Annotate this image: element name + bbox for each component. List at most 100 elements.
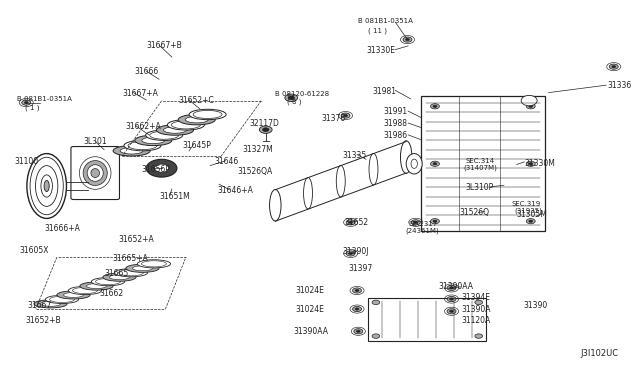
Ellipse shape	[155, 164, 169, 172]
Circle shape	[22, 100, 31, 105]
Ellipse shape	[172, 121, 200, 129]
Ellipse shape	[118, 270, 143, 276]
Text: 31988: 31988	[384, 119, 408, 128]
Circle shape	[288, 96, 294, 100]
Circle shape	[529, 163, 532, 165]
Text: 31646+A: 31646+A	[218, 186, 253, 195]
Text: 31986: 31986	[384, 131, 408, 140]
Ellipse shape	[164, 127, 186, 133]
Bar	[368, 298, 486, 340]
Text: (31407M): (31407M)	[463, 165, 497, 171]
Circle shape	[349, 252, 353, 254]
Text: 31652+B: 31652+B	[25, 316, 61, 325]
Ellipse shape	[128, 142, 157, 150]
Circle shape	[414, 221, 418, 224]
Ellipse shape	[115, 269, 148, 277]
Circle shape	[612, 65, 616, 68]
Text: 31390: 31390	[523, 301, 547, 310]
Ellipse shape	[109, 275, 129, 280]
Text: 31390J: 31390J	[342, 247, 369, 256]
Circle shape	[406, 38, 410, 41]
Circle shape	[431, 104, 440, 109]
Text: 31662+A: 31662+A	[125, 122, 161, 131]
Circle shape	[354, 329, 363, 334]
Ellipse shape	[72, 288, 97, 294]
Bar	[420, 96, 545, 231]
Text: 31666: 31666	[135, 67, 159, 76]
Ellipse shape	[87, 165, 103, 181]
Text: 31667: 31667	[28, 301, 52, 310]
Text: 31651M: 31651M	[159, 192, 190, 201]
Ellipse shape	[401, 141, 412, 173]
Text: 31390A: 31390A	[462, 305, 492, 314]
Text: 31662: 31662	[100, 289, 124, 298]
Circle shape	[447, 309, 456, 314]
Text: 31667+A: 31667+A	[122, 89, 158, 98]
Circle shape	[609, 64, 618, 69]
Ellipse shape	[126, 264, 159, 272]
Ellipse shape	[95, 279, 120, 285]
Text: 31665+A: 31665+A	[113, 254, 148, 263]
Text: 31667+B: 31667+B	[147, 41, 182, 50]
Text: 31646: 31646	[214, 157, 239, 166]
Ellipse shape	[83, 161, 108, 186]
Ellipse shape	[269, 189, 281, 221]
Text: 31526Q: 31526Q	[460, 208, 489, 217]
Text: 31656P: 31656P	[141, 165, 170, 174]
Ellipse shape	[168, 120, 204, 130]
Text: 32117D: 32117D	[250, 119, 280, 128]
Text: 31120A: 31120A	[462, 316, 491, 325]
Text: SEC.317: SEC.317	[408, 221, 437, 227]
Circle shape	[450, 310, 454, 312]
Ellipse shape	[146, 130, 182, 140]
Ellipse shape	[41, 175, 52, 197]
Text: 31652+C: 31652+C	[178, 96, 214, 105]
Ellipse shape	[68, 286, 102, 295]
Circle shape	[259, 126, 272, 134]
Circle shape	[349, 221, 353, 224]
Circle shape	[526, 161, 535, 166]
Text: (24361M): (24361M)	[406, 228, 439, 234]
Circle shape	[262, 128, 269, 132]
Text: B 08120-61228: B 08120-61228	[275, 91, 330, 97]
Ellipse shape	[80, 282, 113, 290]
Ellipse shape	[303, 177, 312, 209]
Ellipse shape	[138, 260, 171, 268]
Circle shape	[447, 285, 456, 291]
Ellipse shape	[336, 166, 345, 197]
Text: 31991: 31991	[384, 108, 408, 116]
Ellipse shape	[86, 283, 106, 289]
Ellipse shape	[120, 148, 143, 154]
Circle shape	[372, 334, 380, 338]
Circle shape	[475, 334, 483, 338]
Ellipse shape	[27, 154, 67, 218]
Circle shape	[431, 219, 440, 224]
Circle shape	[346, 220, 355, 225]
Circle shape	[355, 289, 359, 292]
Circle shape	[450, 298, 454, 300]
Ellipse shape	[63, 292, 83, 297]
Circle shape	[355, 308, 359, 310]
Circle shape	[344, 115, 348, 117]
Circle shape	[447, 296, 456, 302]
Circle shape	[433, 220, 437, 222]
Ellipse shape	[103, 273, 136, 281]
Text: 31394E: 31394E	[462, 294, 491, 302]
Circle shape	[431, 161, 440, 166]
Circle shape	[412, 220, 420, 225]
Text: 31652+A: 31652+A	[119, 235, 155, 244]
Ellipse shape	[193, 110, 222, 119]
Text: ( 8 ): ( 8 )	[287, 98, 301, 105]
Ellipse shape	[189, 109, 226, 120]
Text: SEC.314: SEC.314	[466, 158, 495, 164]
Ellipse shape	[369, 153, 378, 185]
Ellipse shape	[92, 278, 125, 286]
Ellipse shape	[185, 116, 208, 123]
Ellipse shape	[521, 95, 537, 106]
Text: 31024E: 31024E	[296, 286, 324, 295]
Circle shape	[353, 307, 362, 312]
Ellipse shape	[34, 300, 67, 308]
Text: ( 11 ): ( 11 )	[368, 27, 387, 33]
Text: 31330E: 31330E	[366, 46, 395, 55]
Circle shape	[353, 288, 362, 293]
